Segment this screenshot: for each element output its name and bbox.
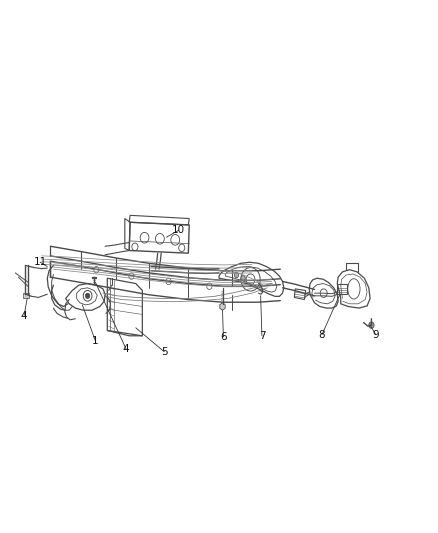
Text: 6: 6: [220, 332, 227, 342]
Text: 1: 1: [92, 336, 99, 346]
Polygon shape: [220, 303, 225, 310]
Circle shape: [369, 322, 374, 328]
Text: 9: 9: [372, 330, 379, 340]
Text: 8: 8: [318, 330, 325, 340]
Text: 5: 5: [161, 347, 168, 357]
Text: 4: 4: [123, 344, 130, 354]
Circle shape: [85, 293, 90, 298]
Text: 4: 4: [21, 311, 28, 320]
Circle shape: [241, 276, 245, 281]
Bar: [337, 284, 347, 294]
Text: 10: 10: [172, 225, 185, 235]
Text: 11: 11: [34, 257, 47, 267]
Bar: [23, 293, 29, 298]
Text: 7: 7: [258, 331, 265, 341]
Circle shape: [234, 272, 239, 278]
